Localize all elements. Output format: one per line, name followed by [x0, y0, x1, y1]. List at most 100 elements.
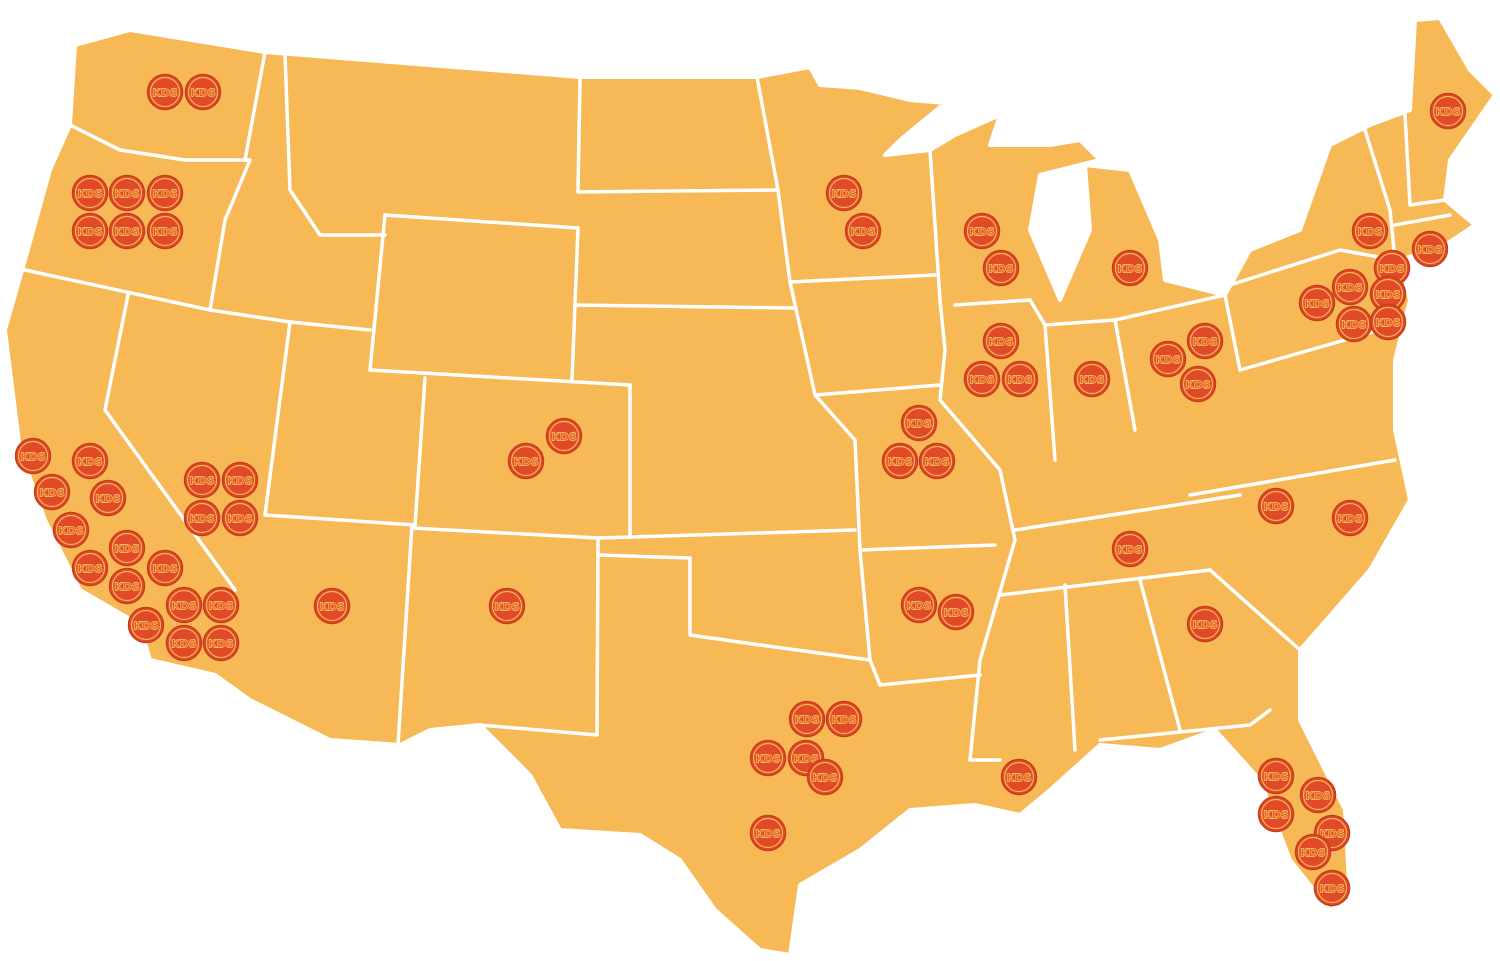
kds-location-marker[interactable]: KDS — [1179, 365, 1217, 403]
marker-label: KDS — [1435, 106, 1461, 119]
kds-location-marker[interactable]: KDS — [108, 567, 146, 605]
kds-location-marker[interactable]: KDS — [1411, 230, 1449, 268]
kds-location-marker[interactable]: KDS — [749, 814, 787, 852]
kds-location-marker[interactable]: KDS — [1073, 360, 1111, 398]
kds-location-marker[interactable]: KDS — [127, 606, 165, 644]
marker-label: KDS — [152, 188, 178, 201]
marker-label: KDS — [114, 226, 140, 239]
kds-location-marker[interactable]: KDS — [14, 437, 52, 475]
marker-label: KDS — [793, 753, 819, 766]
kds-location-marker[interactable]: KDS — [1331, 268, 1369, 306]
kds-location-marker[interactable]: KDS — [89, 479, 127, 517]
kds-location-marker[interactable]: KDS — [1335, 305, 1373, 343]
marker-label: KDS — [1155, 354, 1181, 367]
kds-location-marker[interactable]: KDS — [545, 417, 583, 455]
kds-location-marker[interactable]: KDS — [184, 73, 222, 111]
kds-location-marker[interactable]: KDS — [146, 212, 184, 250]
kds-location-marker[interactable]: KDS — [488, 587, 526, 625]
marker-label: KDS — [755, 828, 781, 841]
marker-label: KDS — [1305, 790, 1331, 803]
kds-location-marker[interactable]: KDS — [1257, 757, 1295, 795]
kds-location-marker[interactable]: KDS — [1298, 284, 1336, 322]
kds-location-marker[interactable]: KDS — [507, 442, 545, 480]
kds-location-marker[interactable]: KDS — [1369, 303, 1407, 341]
kds-location-marker[interactable]: KDS — [221, 499, 259, 537]
kds-location-marker[interactable]: KDS — [221, 461, 259, 499]
kds-location-marker[interactable]: KDS — [963, 212, 1001, 250]
kds-location-marker[interactable]: KDS — [202, 586, 240, 624]
marker-label: KDS — [77, 456, 103, 469]
kds-location-marker[interactable]: KDS — [33, 473, 71, 511]
kds-location-marker[interactable]: KDS — [844, 212, 882, 250]
marker-label: KDS — [1319, 883, 1345, 896]
kds-location-marker[interactable]: KDS — [963, 360, 1001, 398]
kds-location-marker[interactable]: KDS — [900, 586, 938, 624]
kds-location-marker[interactable]: KDS — [71, 442, 109, 480]
kds-location-marker[interactable]: KDS — [52, 511, 90, 549]
kds-location-marker[interactable]: KDS — [1313, 869, 1351, 907]
kds-location-marker[interactable]: KDS — [1331, 499, 1369, 537]
marker-label: KDS — [133, 620, 159, 633]
kds-location-marker[interactable]: KDS — [146, 174, 184, 212]
marker-label: KDS — [208, 638, 234, 651]
marker-label: KDS — [969, 374, 995, 387]
kds-location-marker[interactable]: KDS — [165, 624, 203, 662]
kds-location-marker[interactable]: KDS — [1149, 340, 1187, 378]
marker-label: KDS — [189, 475, 215, 488]
kds-location-marker[interactable]: KDS — [900, 404, 938, 442]
kds-location-marker[interactable]: KDS — [108, 174, 146, 212]
kds-location-marker[interactable]: KDS — [108, 529, 146, 567]
kds-location-marker[interactable]: KDS — [1294, 833, 1332, 871]
kds-location-marker[interactable]: KDS — [71, 174, 109, 212]
kds-location-marker[interactable]: KDS — [1429, 92, 1467, 130]
marker-label: KDS — [77, 226, 103, 239]
marker-label: KDS — [1263, 501, 1289, 514]
kds-location-marker[interactable]: KDS — [313, 587, 351, 625]
kds-location-marker[interactable]: KDS — [982, 249, 1020, 287]
kds-location-marker[interactable]: KDS — [71, 549, 109, 587]
kds-location-marker[interactable]: KDS — [881, 442, 919, 480]
marker-label: KDS — [152, 563, 178, 576]
kds-location-marker[interactable]: KDS — [1000, 758, 1038, 796]
kds-location-marker[interactable]: KDS — [183, 461, 221, 499]
kds-location-marker[interactable]: KDS — [1257, 795, 1295, 833]
kds-location-marker[interactable]: KDS — [108, 212, 146, 250]
kds-location-marker[interactable]: KDS — [788, 700, 826, 738]
kds-location-marker[interactable]: KDS — [749, 739, 787, 777]
kds-location-marker[interactable]: KDS — [146, 73, 184, 111]
kds-location-marker[interactable]: KDS — [71, 212, 109, 250]
marker-label: KDS — [906, 600, 932, 613]
kds-location-marker[interactable]: KDS — [787, 739, 825, 777]
kds-location-marker[interactable]: KDS — [1001, 360, 1039, 398]
kds-location-marker[interactable]: KDS — [1257, 487, 1295, 525]
kds-location-marker[interactable]: KDS — [1186, 605, 1224, 643]
kds-location-marker[interactable]: KDS — [183, 499, 221, 537]
marker-label: KDS — [152, 87, 178, 100]
kds-location-marker[interactable]: KDS — [1299, 776, 1337, 814]
marker-label: KDS — [513, 456, 539, 469]
marker-label: KDS — [943, 607, 969, 620]
state-borders — [23, 50, 1452, 762]
kds-location-marker[interactable]: KDS — [937, 593, 975, 631]
marker-label: KDS — [39, 487, 65, 500]
marker-label: KDS — [1300, 847, 1326, 860]
kds-location-marker[interactable]: KDS — [1186, 322, 1224, 360]
kds-location-marker[interactable]: KDS — [918, 442, 956, 480]
marker-label: KDS — [1117, 544, 1143, 557]
marker-label: KDS — [20, 451, 46, 464]
kds-location-marker[interactable]: KDS — [825, 174, 863, 212]
kds-location-marker[interactable]: KDS — [982, 322, 1020, 360]
kds-location-marker[interactable]: KDS — [825, 700, 863, 738]
kds-location-marker[interactable]: KDS — [1111, 249, 1149, 287]
kds-location-marker[interactable]: KDS — [202, 624, 240, 662]
marker-label: KDS — [812, 772, 838, 785]
kds-location-marker[interactable]: KDS — [806, 758, 844, 796]
kds-location-marker[interactable]: KDS — [165, 586, 203, 624]
kds-location-marker[interactable]: KDS — [146, 549, 184, 587]
kds-location-marker[interactable]: KDS — [1351, 212, 1389, 250]
marker-label: KDS — [1185, 379, 1211, 392]
kds-location-marker[interactable]: KDS — [1111, 530, 1149, 568]
kds-location-marker[interactable]: KDS — [1369, 275, 1407, 313]
marker-label: KDS — [95, 493, 121, 506]
marker-label: KDS — [850, 226, 876, 239]
